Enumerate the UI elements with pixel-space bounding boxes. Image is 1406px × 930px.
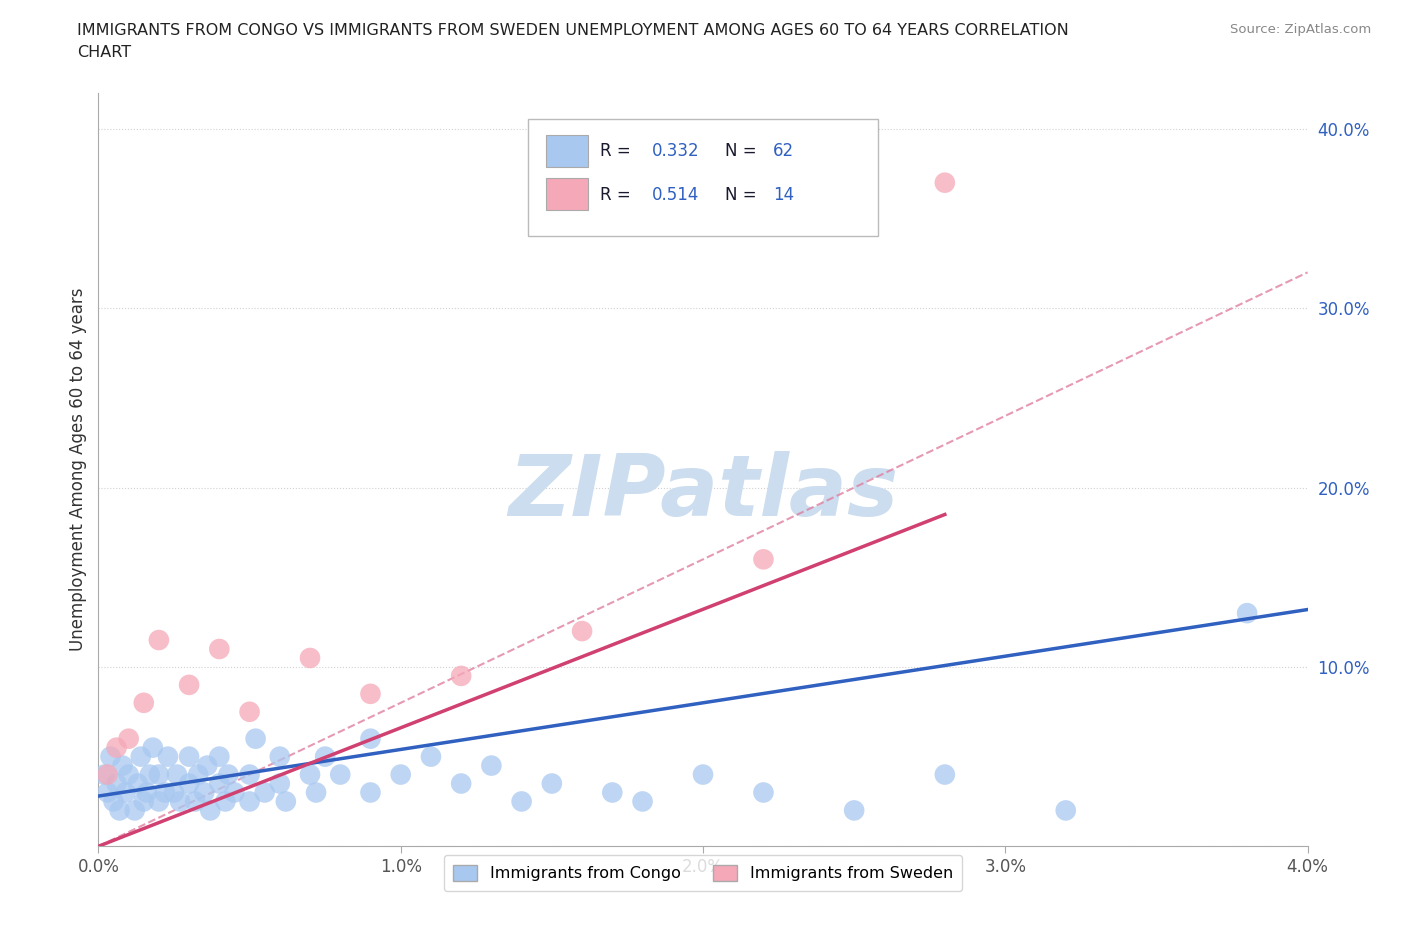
Legend: Immigrants from Congo, Immigrants from Sweden: Immigrants from Congo, Immigrants from S… [444, 856, 962, 891]
Text: IMMIGRANTS FROM CONGO VS IMMIGRANTS FROM SWEDEN UNEMPLOYMENT AMONG AGES 60 TO 64: IMMIGRANTS FROM CONGO VS IMMIGRANTS FROM… [77, 23, 1069, 38]
Point [135, 785, 157, 800]
Text: 0.332: 0.332 [652, 142, 700, 160]
Point [148, 632, 170, 647]
Point [214, 794, 236, 809]
Point [329, 767, 352, 782]
Point [305, 785, 328, 800]
Point [193, 785, 215, 800]
Point [148, 794, 170, 809]
Point [169, 794, 191, 809]
Point [314, 750, 336, 764]
Point [179, 677, 201, 692]
Point [108, 803, 131, 817]
Point [139, 767, 162, 782]
Point [208, 750, 231, 764]
Point [114, 785, 136, 800]
Point [934, 175, 956, 190]
Point [450, 669, 472, 684]
Point [450, 776, 472, 790]
Point [631, 794, 654, 809]
Point [692, 767, 714, 782]
Point [124, 803, 146, 817]
Text: 62: 62 [773, 142, 794, 160]
Point [752, 551, 775, 566]
Point [200, 803, 222, 817]
Point [208, 776, 231, 790]
Point [239, 794, 262, 809]
Bar [546, 179, 588, 210]
Text: R =: R = [600, 186, 637, 204]
Point [96, 785, 118, 800]
Point [1236, 605, 1258, 620]
Point [224, 785, 246, 800]
Point [540, 776, 562, 790]
FancyBboxPatch shape [527, 119, 879, 236]
Point [105, 776, 128, 790]
Point [269, 776, 291, 790]
Point [142, 740, 165, 755]
Point [187, 767, 209, 782]
Point [389, 767, 412, 782]
Text: 0.514: 0.514 [652, 186, 700, 204]
Point [179, 776, 201, 790]
Point [105, 740, 128, 755]
Text: Source: ZipAtlas.com: Source: ZipAtlas.com [1230, 23, 1371, 36]
Point [571, 624, 593, 639]
Point [269, 750, 291, 764]
Point [184, 794, 207, 809]
Point [299, 767, 322, 782]
Point [132, 696, 155, 711]
Point [299, 651, 322, 666]
Point [274, 794, 297, 809]
Point [118, 731, 141, 746]
Point [132, 794, 155, 809]
Point [148, 767, 170, 782]
Point [179, 750, 201, 764]
Point [420, 750, 443, 764]
Point [103, 794, 125, 809]
Point [100, 750, 122, 764]
Point [96, 767, 118, 782]
Text: 14: 14 [773, 186, 794, 204]
Point [481, 758, 503, 773]
Point [510, 794, 533, 809]
Text: R =: R = [600, 142, 637, 160]
Point [752, 785, 775, 800]
Point [239, 767, 262, 782]
Point [360, 686, 382, 701]
Text: N =: N = [724, 186, 762, 204]
Point [163, 785, 186, 800]
Point [118, 767, 141, 782]
Y-axis label: Unemployment Among Ages 60 to 64 years: Unemployment Among Ages 60 to 64 years [69, 288, 87, 651]
Point [245, 731, 267, 746]
Point [844, 803, 866, 817]
Point [111, 758, 134, 773]
Point [360, 731, 382, 746]
Point [93, 767, 115, 782]
Point [156, 750, 179, 764]
Text: CHART: CHART [77, 45, 131, 60]
Point [1054, 803, 1077, 817]
Text: N =: N = [724, 142, 762, 160]
Point [208, 642, 231, 657]
Point [195, 758, 218, 773]
Point [153, 785, 176, 800]
Point [360, 785, 382, 800]
Point [127, 776, 149, 790]
Point [166, 767, 188, 782]
Point [934, 767, 956, 782]
Text: ZIPatlas: ZIPatlas [508, 451, 898, 534]
Point [602, 785, 624, 800]
Point [239, 704, 262, 719]
Point [217, 767, 239, 782]
Bar [546, 135, 588, 166]
Point [253, 785, 276, 800]
Point [129, 750, 152, 764]
